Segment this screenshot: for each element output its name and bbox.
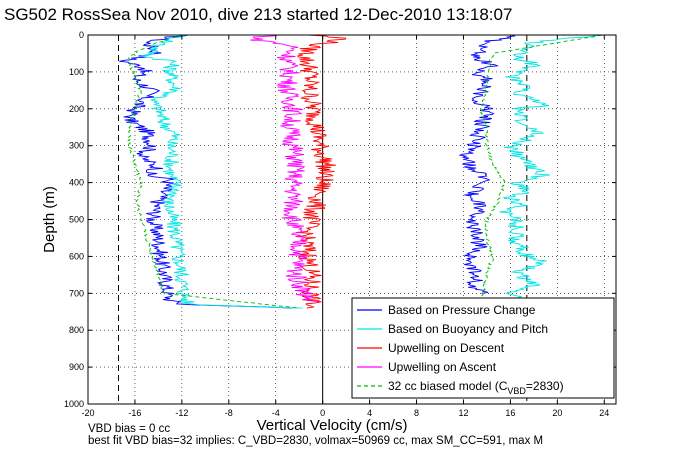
legend-label: Upwelling on Ascent: [388, 360, 497, 374]
x-tick-label: -12: [175, 408, 188, 418]
x-axis-label: Vertical Velocity (cm/s): [257, 417, 408, 434]
series-line-5: [479, 34, 603, 302]
series-line-3: [295, 34, 347, 309]
x-tick-label: -16: [128, 408, 141, 418]
y-tick-label: 0: [79, 30, 84, 40]
x-tick-label: 4: [367, 408, 372, 418]
y-tick-label: 500: [69, 215, 84, 225]
y-tick-label: 700: [69, 288, 84, 298]
series-line-1: [119, 34, 293, 309]
y-tick-label: 600: [69, 251, 84, 261]
series-group: [119, 34, 603, 309]
y-tick-label: 800: [69, 325, 84, 335]
x-tick-label: 24: [599, 408, 609, 418]
legend-box: [351, 297, 615, 399]
series-line-4: [250, 34, 320, 302]
x-tick-label: 20: [552, 408, 562, 418]
legend-label: Based on Pressure Change: [388, 303, 536, 317]
y-tick-label: 100: [69, 67, 84, 77]
x-tick-label: -8: [225, 408, 233, 418]
x-tick-label: 0: [320, 408, 325, 418]
annotation-best-fit: best fit VBD bias=32 implies: C_VBD=2830…: [88, 435, 543, 447]
y-tick-label: 1000: [64, 399, 84, 409]
chart-title: SG502 RossSea Nov 2010, dive 213 started…: [4, 5, 512, 24]
y-tick-label: 300: [69, 141, 84, 151]
y-axis-label: Depth (m): [41, 186, 58, 253]
x-tick-label: 8: [414, 408, 419, 418]
x-tick-label: -4: [272, 408, 280, 418]
legend-label: Based on Buoyancy and Pitch: [388, 322, 548, 336]
x-tick-label: -20: [81, 408, 94, 418]
x-axis-ticks: -20 -16 -12 -8 -4 0 4 8 12 16 20 24: [81, 35, 609, 418]
y-tick-label: 200: [69, 104, 84, 114]
series-line-5: [126, 34, 300, 309]
x-tick-label: 12: [458, 408, 468, 418]
series-line-2: [140, 34, 303, 309]
series-line-2: [499, 34, 601, 302]
series-line-1: [458, 34, 516, 294]
x-tick-label: 16: [505, 408, 515, 418]
legend: Based on Pressure Change Based on Buoyanc…: [351, 297, 615, 399]
annotation-vbd-bias: VBD bias = 0 cc: [88, 423, 170, 435]
y-axis-ticks: 0 100 200 300 400 500 600 700 800 900 1000: [64, 30, 616, 409]
y-tick-label: 900: [69, 362, 84, 372]
y-tick-label: 400: [69, 178, 84, 188]
legend-label: Upwelling on Descent: [388, 341, 505, 355]
